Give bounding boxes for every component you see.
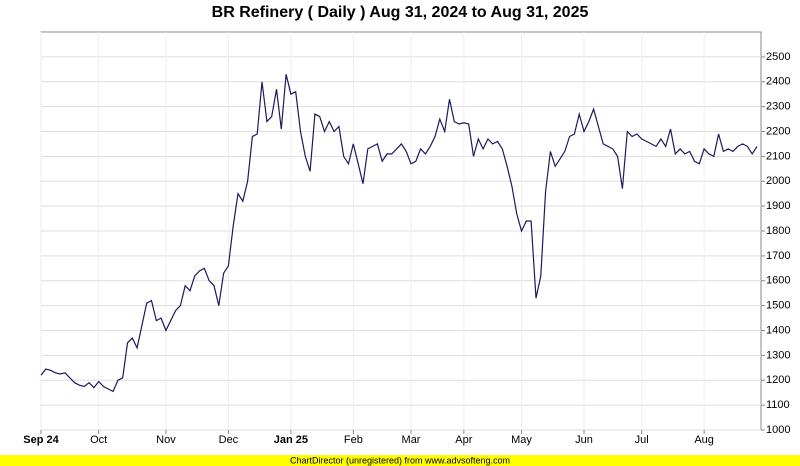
x-tick-label: Oct: [90, 434, 107, 446]
x-tick-label: Feb: [344, 434, 363, 446]
y-tick-label: 2000: [766, 175, 790, 187]
x-tick-label: Nov: [156, 434, 176, 446]
y-tick-label: 1700: [766, 250, 790, 262]
y-tick-label: 1600: [766, 275, 790, 287]
y-tick-label: 1500: [766, 300, 790, 312]
y-tick-label: 1800: [766, 225, 790, 237]
y-tick-label: 1000: [766, 424, 790, 436]
y-tick-label: 2500: [766, 51, 790, 63]
x-tick-label: Dec: [219, 434, 239, 446]
y-tick-label: 2300: [766, 101, 790, 113]
y-tick-label: 1300: [766, 349, 790, 361]
x-tick-label: Mar: [402, 434, 421, 446]
y-tick-label: 2100: [766, 150, 790, 162]
x-tick-label: May: [511, 434, 532, 446]
y-tick-label: 1100: [766, 399, 790, 411]
x-tick-label: Sep 24: [23, 434, 59, 446]
x-tick-label: Jun: [575, 434, 593, 446]
chart-title: BR Refinery ( Daily ) Aug 31, 2024 to Au…: [212, 4, 589, 21]
y-tick-label: 1900: [766, 200, 790, 212]
x-tick-label: Jan 25: [274, 434, 308, 446]
y-tick-label: 2400: [766, 76, 790, 88]
x-tick-label: Jul: [635, 434, 649, 446]
price-line: [40, 74, 758, 393]
footer-bar: [0, 455, 800, 466]
y-tick-label: 1200: [766, 374, 790, 386]
footer: ChartDirector (unregistered) from www.ad…: [290, 455, 510, 465]
y-tick-label: 2200: [766, 125, 790, 137]
y-tick-label: 1400: [766, 324, 790, 336]
x-tick-label: Apr: [455, 434, 472, 446]
x-tick-label: Aug: [694, 434, 714, 446]
